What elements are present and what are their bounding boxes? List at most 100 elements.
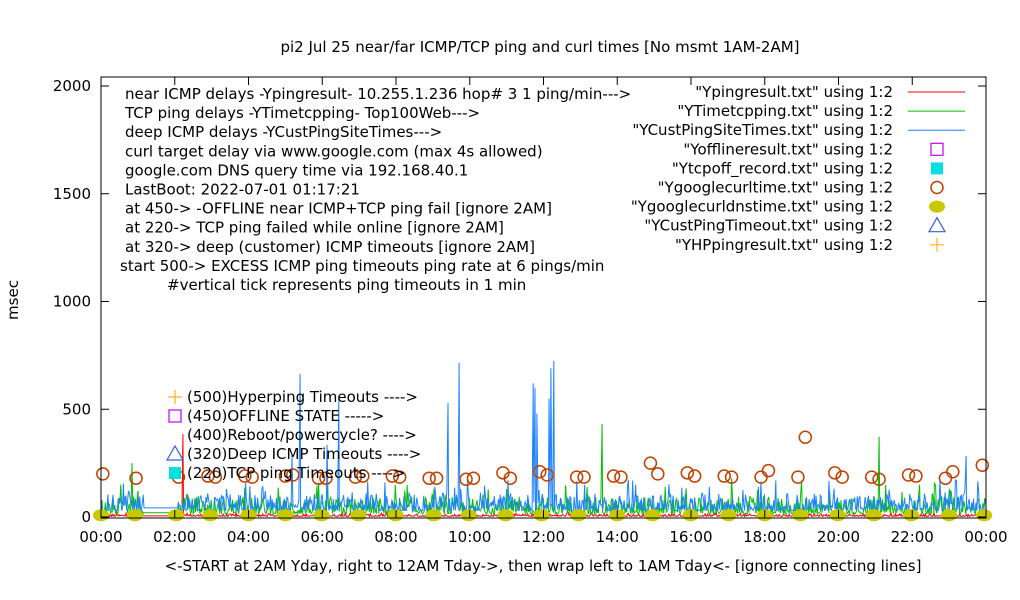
data-point-open-circle <box>791 470 805 484</box>
x-tick-label: 12:00 <box>522 528 565 546</box>
legend-entry-label: "Ygooglecurldnstime.txt" using 1:2 <box>631 198 893 216</box>
data-point-open-circle <box>286 468 300 482</box>
data-point-open-circle <box>717 469 731 483</box>
data-point-filled-circle <box>168 509 185 522</box>
data-point-filled-circle <box>313 509 330 522</box>
data-point-open-circle <box>909 469 923 483</box>
x-tick-label: 14:00 <box>596 528 639 546</box>
data-point-open-circle <box>503 471 518 485</box>
legend-entry-label: "YTimetcpping.txt" using 1:2 <box>677 102 893 120</box>
data-point-open-circle <box>429 471 444 485</box>
data-point-filled-circle <box>126 509 143 522</box>
key-marker-filled-square <box>169 467 181 479</box>
key-marker-open-triangle <box>165 444 185 461</box>
annotations: near ICMP delays -Ypingresult- 10.255.1.… <box>120 85 631 294</box>
chart-title: pi2 Jul 25 near/far ICMP/TCP ping and cu… <box>280 38 799 56</box>
annotation-line: LastBoot: 2022-07-01 01:17:21 <box>125 181 360 199</box>
legend-entry-label: "Yofflineresult.txt" using 1:2 <box>683 140 893 158</box>
data-point-open-circle <box>208 470 223 484</box>
y-axis-label: msec <box>4 280 22 320</box>
data-point-open-circle <box>569 470 584 484</box>
legend-entry-label: "Ytcpoff_record.txt" using 1:2 <box>672 159 893 178</box>
data-point-open-circle <box>577 470 591 484</box>
annotation-line: start 500-> EXCESS ICMP ping timeouts pi… <box>120 257 604 275</box>
data-point-filled-circle <box>460 509 477 522</box>
annotation-line: TCP ping delays -YTimetcpping- Top100Web… <box>124 104 480 122</box>
data-point-open-circle <box>540 468 554 482</box>
data-point-filled-circle <box>865 509 882 522</box>
y-tick-label: 1500 <box>53 185 91 203</box>
data-point-filled-circle <box>570 509 587 522</box>
data-point-filled-circle <box>277 509 294 522</box>
legend-marker-filled-square <box>931 162 943 175</box>
marker-key-label: (220)TCP ping Timeouts ----> <box>187 464 405 482</box>
x-tick-label: 16:00 <box>669 528 712 546</box>
legend-marker-filled-circle <box>929 200 945 213</box>
data-point-open-circle <box>129 471 143 485</box>
marker-key-label: (450)OFFLINE STATE -----> <box>187 407 384 425</box>
data-point-filled-circle <box>829 509 846 522</box>
y-tick-label: 0 <box>81 508 91 526</box>
annotation-line: deep ICMP delays -YCustPingSiteTimes---> <box>125 123 442 141</box>
data-point-open-circle <box>422 471 436 485</box>
data-point-filled-circle <box>533 509 550 522</box>
data-point-open-circle <box>724 470 739 484</box>
data-point-open-circle <box>245 470 259 484</box>
data-point-open-circle <box>901 468 916 482</box>
legend-marker-open-triangle <box>927 216 947 233</box>
data-point-open-circle <box>864 470 879 484</box>
data-point-open-circle <box>385 469 400 483</box>
data-point-open-circle <box>872 472 886 487</box>
data-point-filled-circle <box>792 509 809 522</box>
marker-key: (500)Hyperping Timeouts ---->(450)OFFLIN… <box>165 388 421 482</box>
data-point-filled-circle <box>903 509 920 522</box>
legend-entry-label: "YHPpingresult.txt" using 1:2 <box>675 236 893 254</box>
x-tick-label: 00:00 <box>79 528 122 546</box>
y-tick-label: 1000 <box>53 293 91 311</box>
legend-entry-label: "YCustPingSiteTimes.txt" using 1:2 <box>632 121 893 139</box>
data-point-open-circle <box>643 456 658 470</box>
x-tick-label: 04:00 <box>227 528 270 546</box>
key-marker-open-square <box>168 409 182 423</box>
data-point-open-circle <box>651 467 665 481</box>
data-point-open-circle <box>238 469 252 483</box>
legend-entry-label: "YCustPingTimeout.txt" using 1:2 <box>644 217 893 235</box>
annotation-line: at 320-> deep (customer) ICMP timeouts [… <box>125 238 535 256</box>
annotation-line: near ICMP delays -Ypingresult- 10.255.1.… <box>125 85 631 103</box>
annotation-line: at 450-> -OFFLINE near ICMP+TCP ping fai… <box>125 200 552 218</box>
data-point-open-circle <box>946 464 960 479</box>
x-tick-label: 20:00 <box>817 528 860 546</box>
data-point-open-circle <box>348 470 363 484</box>
legend-marker-plus <box>930 237 944 252</box>
data-point-filled-circle <box>497 509 514 522</box>
x-tick-label: 10:00 <box>448 528 491 546</box>
data-point-filled-circle <box>425 509 442 522</box>
legend-marker-open-square <box>930 142 944 156</box>
marker-key-label: (400)Reboot/powercycle? ----> <box>187 426 417 444</box>
annotation-line: curl target delay via www.google.com (ma… <box>125 142 543 160</box>
data-point-open-circle <box>680 466 695 480</box>
annotation-line: #vertical tick represents ping timeouts … <box>167 276 526 294</box>
axes: 0 500 1000 1500 2000 00:00 02:00 04:00 06:00 08:0… <box>53 77 1008 546</box>
marker-key-label: (500)Hyperping Timeouts ----> <box>187 388 418 406</box>
legend-entry-label: "Ypingresult.txt" using 1:2 <box>695 83 893 101</box>
data-point-filled-circle <box>350 509 367 522</box>
legend-entry-label: "Ygooglecurltime.txt" using 1:2 <box>658 179 893 197</box>
data-point-open-circle <box>761 463 776 478</box>
x-tick-label: 22:00 <box>891 528 934 546</box>
data-point-open-circle <box>356 469 370 483</box>
data-point-filled-circle <box>976 509 993 522</box>
data-point-open-circle <box>466 471 481 485</box>
legend-marker-open-circle <box>930 180 944 195</box>
data-point-open-circle <box>311 471 326 485</box>
data-point-open-circle <box>798 430 813 445</box>
y-tick-label: 500 <box>62 400 91 418</box>
data-point-open-circle <box>319 471 333 485</box>
x-tick-label: 08:00 <box>374 528 417 546</box>
data-point-open-circle <box>278 469 293 483</box>
y-tick-label: 2000 <box>53 77 91 95</box>
data-point-filled-circle <box>644 509 661 522</box>
annotation-line: at 220-> TCP ping failed while online [i… <box>125 219 504 237</box>
data-point-open-circle <box>96 467 110 481</box>
